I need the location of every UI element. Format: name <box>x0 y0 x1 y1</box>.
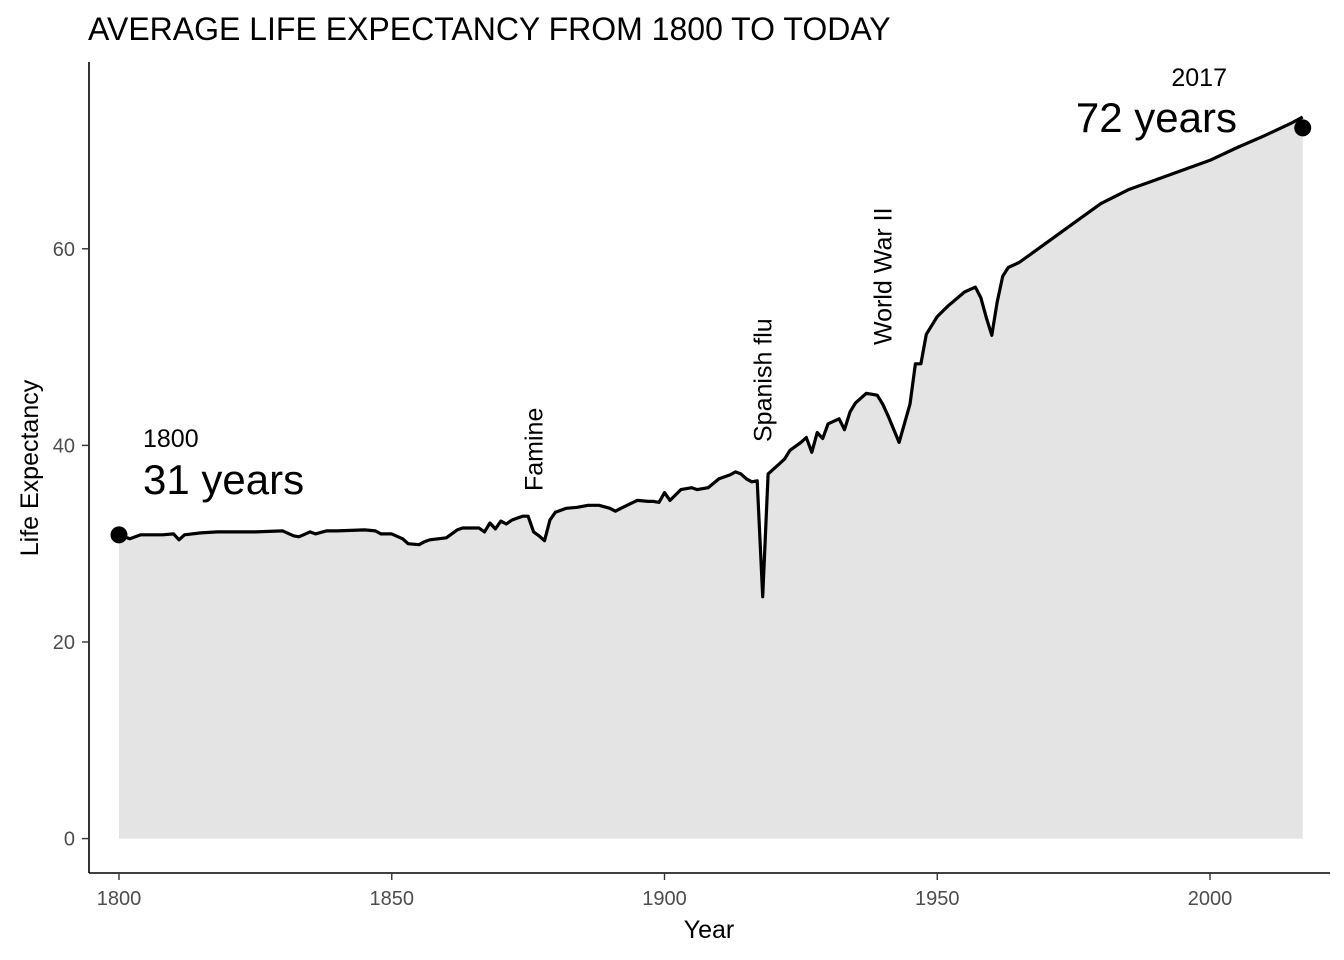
y-tick-label: 40 <box>53 435 75 457</box>
x-tick-label: 1900 <box>642 888 687 910</box>
y-tick-label: 0 <box>64 829 75 851</box>
chart-title: AVERAGE LIFE EXPECTANCY FROM 1800 TO TOD… <box>88 11 891 47</box>
event-label: Spanish flu <box>750 318 778 442</box>
y-tick-label: 20 <box>53 632 75 654</box>
x-tick-label: 1950 <box>915 888 960 910</box>
x-tick-label: 1800 <box>97 888 142 910</box>
y-tick-label: 60 <box>53 239 75 261</box>
x-tick-label: 2000 <box>1188 888 1233 910</box>
area-fill <box>119 117 1303 839</box>
end-year-label: 2017 <box>1171 64 1227 92</box>
start-year-label: 1800 <box>143 425 199 453</box>
end-value-label: 72 years <box>1076 94 1237 141</box>
y-axis-ticks: 0 20 40 60 <box>53 239 89 851</box>
event-label: Famine <box>521 408 549 491</box>
x-axis-ticks: 1800 1850 1900 1950 2000 <box>97 873 1232 910</box>
y-axis-title: Life Expectancy <box>16 379 44 556</box>
x-axis-title: Year <box>684 916 735 944</box>
event-annotations: Famine Spanish flu World War II <box>521 207 898 491</box>
start-point-marker <box>110 526 128 544</box>
series-line <box>118 115 1304 599</box>
event-label: World War II <box>870 207 898 345</box>
x-tick-label: 1850 <box>369 888 414 910</box>
end-point-marker <box>1294 119 1312 137</box>
start-value-label: 31 years <box>143 456 304 503</box>
